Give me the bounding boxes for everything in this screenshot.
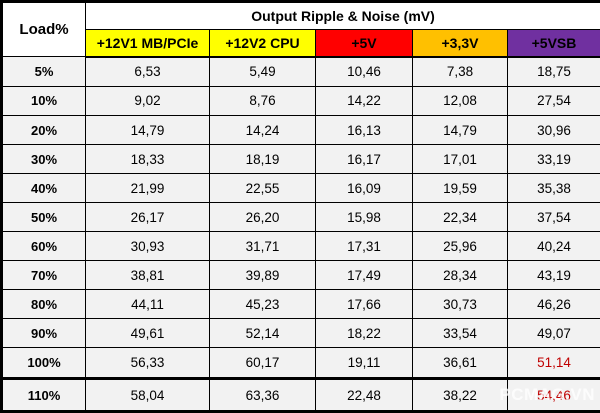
value-cell: 30,93	[85, 231, 210, 262]
value-cell: 19,11	[315, 347, 413, 380]
value-cell: 10,46	[315, 56, 413, 87]
value-cell: 28,34	[412, 260, 508, 291]
value-cell: 14,79	[412, 114, 508, 146]
value-cell: 16,13	[315, 114, 413, 146]
channel-header-row: +12V1 MB/PCIe +12V2 CPU +5V +3,3V +5VSB	[2, 29, 600, 58]
value-cell: 17,01	[412, 144, 508, 175]
value-cell: 40,24	[506, 231, 600, 262]
channel-header--12v1-mb-pcie: +12V1 MB/PCIe	[85, 29, 210, 58]
value-cell: 51,14	[506, 347, 600, 380]
table-row: 50% 26,17 26,20 15,98 22,34 37,54	[1, 202, 600, 233]
load-cell: 100%	[1, 347, 86, 380]
value-cell: 7,38	[412, 56, 508, 87]
value-cell: 22,34	[412, 202, 508, 233]
table-row: 70% 38,81 39,89 17,49 28,34 43,19	[1, 260, 600, 291]
value-cell: 36,61	[412, 347, 508, 380]
table-body: 5% 6,53 5,49 10,46 7,38 18,75 10% 9,02 8,76 14,22…	[1, 56, 600, 412]
value-cell: 21,99	[85, 173, 210, 204]
value-cell: 18,33	[85, 144, 210, 175]
load-cell: 60%	[1, 231, 86, 262]
value-cell: 37,54	[506, 202, 600, 233]
load-cell: 40%	[1, 173, 86, 204]
value-cell: 58,04	[85, 377, 210, 412]
table-row: 10% 9,02 8,76 14,22 12,08 27,54	[1, 85, 600, 117]
load-cell: 90%	[1, 318, 86, 349]
value-cell: 30,73	[412, 289, 508, 320]
value-cell: 16,09	[315, 173, 413, 204]
load-cell: 50%	[1, 202, 86, 233]
value-cell: 31,71	[209, 231, 316, 262]
value-cell: 8,76	[209, 85, 316, 117]
value-cell: 14,24	[209, 114, 316, 146]
value-cell: 6,53	[85, 56, 210, 87]
value-cell: 27,54	[506, 85, 600, 117]
load-cell: 20%	[1, 114, 86, 146]
load-cell: 110%	[1, 377, 86, 412]
value-cell: 49,61	[85, 318, 210, 349]
value-cell: 35,38	[506, 173, 600, 204]
load-cell: 70%	[1, 260, 86, 291]
value-cell: 14,79	[85, 114, 210, 146]
table-row: 20% 14,79 14,24 16,13 14,79 30,96	[1, 114, 600, 146]
value-cell: 38,81	[85, 260, 210, 291]
value-cell: 63,36	[209, 377, 316, 412]
load-cell: 80%	[1, 289, 86, 320]
table-row: 110% 58,04 63,36 22,48 38,22 54,46	[1, 377, 600, 412]
value-cell: 9,02	[85, 85, 210, 117]
value-cell: 33,19	[506, 144, 600, 175]
value-cell: 54,46	[506, 377, 600, 412]
value-cell: 17,66	[315, 289, 413, 320]
value-cell: 17,49	[315, 260, 413, 291]
load-cell: 10%	[1, 85, 86, 117]
value-cell: 52,14	[209, 318, 316, 349]
table-row: 90% 49,61 52,14 18,22 33,54 49,07	[1, 318, 600, 349]
value-cell: 33,54	[412, 318, 508, 349]
value-cell: 26,20	[209, 202, 316, 233]
value-cell: 26,17	[85, 202, 210, 233]
value-cell: 60,17	[209, 347, 316, 380]
value-cell: 56,33	[85, 347, 210, 380]
channel-header--5v: +5V	[315, 29, 413, 58]
value-cell: 14,22	[315, 85, 413, 117]
value-cell: 22,55	[209, 173, 316, 204]
value-cell: 49,07	[506, 318, 600, 349]
channel-header--12v2-cpu: +12V2 CPU	[209, 29, 316, 58]
value-cell: 12,08	[412, 85, 508, 117]
channel-header--5vsb: +5VSB	[506, 29, 600, 58]
value-cell: 25,96	[412, 231, 508, 262]
value-cell: 43,19	[506, 260, 600, 291]
value-cell: 30,96	[506, 114, 600, 146]
value-cell: 38,22	[412, 377, 508, 412]
value-cell: 18,75	[506, 56, 600, 87]
table-row: 100% 56,33 60,17 19,11 36,61 51,14	[1, 347, 600, 380]
value-cell: 19,59	[412, 173, 508, 204]
table-row: 60% 30,93 31,71 17,31 25,96 40,24	[1, 231, 600, 262]
table-title: Output Ripple & Noise (mV)	[84, 1, 600, 30]
value-cell: 17,31	[315, 231, 413, 262]
value-cell: 46,26	[506, 289, 600, 320]
value-cell: 22,48	[315, 377, 413, 412]
load-cell: 5%	[1, 56, 86, 87]
value-cell: 15,98	[315, 202, 413, 233]
table-row: 30% 18,33 18,19 16,17 17,01 33,19	[1, 144, 600, 175]
table-row: 80% 44,11 45,23 17,66 30,73 46,26	[1, 289, 600, 320]
value-cell: 44,11	[85, 289, 210, 320]
value-cell: 18,22	[315, 318, 413, 349]
load-percent-corner-header: Load%	[1, 1, 86, 57]
value-cell: 18,19	[209, 144, 316, 175]
table-row: 5% 6,53 5,49 10,46 7,38 18,75	[1, 56, 600, 87]
title-row: Load% Output Ripple & Noise (mV)	[1, 1, 600, 57]
value-cell: 45,23	[209, 289, 316, 320]
value-cell: 16,17	[315, 144, 413, 175]
table-row: 40% 21,99 22,55 16,09 19,59 35,38	[1, 173, 600, 204]
load-cell: 30%	[1, 144, 86, 175]
value-cell: 39,89	[209, 260, 316, 291]
value-cell: 5,49	[209, 56, 316, 87]
channel-header--3-3v: +3,3V	[412, 29, 508, 58]
